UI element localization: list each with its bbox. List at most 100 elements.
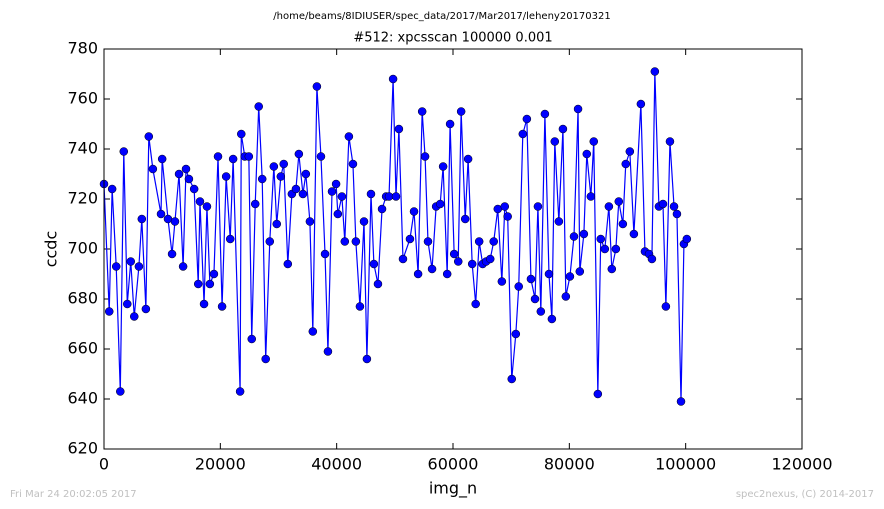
x-tick-label: 20000 xyxy=(195,455,246,474)
data-point xyxy=(167,249,177,259)
data-point xyxy=(573,104,583,114)
data-point xyxy=(269,162,279,171)
data-point xyxy=(442,269,452,279)
data-point xyxy=(658,199,668,209)
data-point xyxy=(435,199,445,209)
data-point xyxy=(604,202,614,211)
y-tick-label: 620 xyxy=(67,439,98,458)
data-point xyxy=(340,237,350,246)
data-point xyxy=(228,154,238,164)
data-point xyxy=(514,282,523,291)
data-point xyxy=(257,174,267,184)
data-point xyxy=(237,129,246,139)
data-point xyxy=(544,269,554,279)
x-tick-label: 80000 xyxy=(544,455,595,474)
data-point xyxy=(217,302,227,311)
data-point xyxy=(530,294,540,304)
data-point xyxy=(247,334,256,344)
x-tick-label: 100000 xyxy=(655,455,716,474)
data-point xyxy=(291,184,301,194)
data-point xyxy=(362,354,372,364)
plot-frame xyxy=(103,48,803,450)
x-tick-label: 120000 xyxy=(771,455,832,474)
data-point xyxy=(134,262,144,271)
data-point xyxy=(547,314,557,324)
data-point xyxy=(500,202,510,211)
data-point xyxy=(575,267,585,276)
data-point xyxy=(463,154,473,164)
data-point xyxy=(144,132,154,141)
data-point xyxy=(373,279,383,289)
data-point xyxy=(301,169,311,179)
data-point xyxy=(351,237,361,246)
y-tick-label: 680 xyxy=(67,289,98,308)
data-point xyxy=(582,149,592,159)
data-point xyxy=(137,214,147,224)
data-point xyxy=(629,229,639,239)
data-point xyxy=(344,132,354,141)
suptitle: /home/beams/8IDIUSER/spec_data/2017/Mar2… xyxy=(273,11,610,22)
data-point xyxy=(391,192,401,201)
data-point xyxy=(174,169,184,179)
data-point xyxy=(337,192,347,201)
data-point xyxy=(596,234,605,244)
x-tick-label: 0 xyxy=(99,455,109,474)
data-point xyxy=(388,74,398,84)
x-axis-label: img_n xyxy=(429,479,477,499)
data-point xyxy=(312,82,322,91)
data-point xyxy=(119,147,129,156)
data-point xyxy=(250,199,260,209)
data-point xyxy=(157,154,167,164)
data-point xyxy=(126,257,136,266)
data-point xyxy=(333,209,343,219)
data-point xyxy=(116,387,125,396)
data-point xyxy=(123,299,132,309)
data-point xyxy=(497,277,507,286)
data-point xyxy=(672,209,682,219)
data-point xyxy=(199,299,209,309)
data-point xyxy=(503,212,512,221)
data-point xyxy=(589,137,599,146)
data-point xyxy=(193,279,203,289)
data-point xyxy=(398,254,408,264)
data-point xyxy=(579,229,589,239)
data-point xyxy=(600,244,610,254)
y-tick-label: 660 xyxy=(67,339,98,358)
data-point xyxy=(413,269,423,279)
data-point xyxy=(141,304,151,314)
data-point xyxy=(359,217,369,226)
data-point xyxy=(665,137,675,146)
data-point xyxy=(561,292,571,301)
data-point xyxy=(156,209,166,219)
data-point xyxy=(661,302,671,311)
data-point xyxy=(276,172,286,181)
data-point xyxy=(213,152,223,161)
data-point xyxy=(405,234,415,244)
data-point xyxy=(305,217,315,226)
data-point xyxy=(533,202,543,211)
data-point xyxy=(540,109,550,119)
data-point xyxy=(614,197,624,206)
data-point xyxy=(221,172,231,181)
data-point xyxy=(636,99,646,109)
data-point xyxy=(682,234,692,244)
data-point xyxy=(676,397,686,406)
data-point xyxy=(438,162,448,171)
data-point xyxy=(453,257,463,266)
data-point xyxy=(511,329,521,339)
data-point xyxy=(225,234,235,244)
data-point xyxy=(355,302,365,311)
data-point xyxy=(205,279,215,289)
data-point xyxy=(261,354,270,364)
data-point xyxy=(394,124,404,134)
data-point xyxy=(170,217,180,226)
data-point xyxy=(420,152,430,161)
data-point xyxy=(558,124,568,134)
data-point xyxy=(417,107,427,116)
data-point xyxy=(423,237,433,246)
data-point xyxy=(456,107,466,116)
data-point xyxy=(445,119,455,129)
data-point xyxy=(489,237,498,246)
data-point xyxy=(104,307,114,316)
data-point xyxy=(526,274,536,284)
